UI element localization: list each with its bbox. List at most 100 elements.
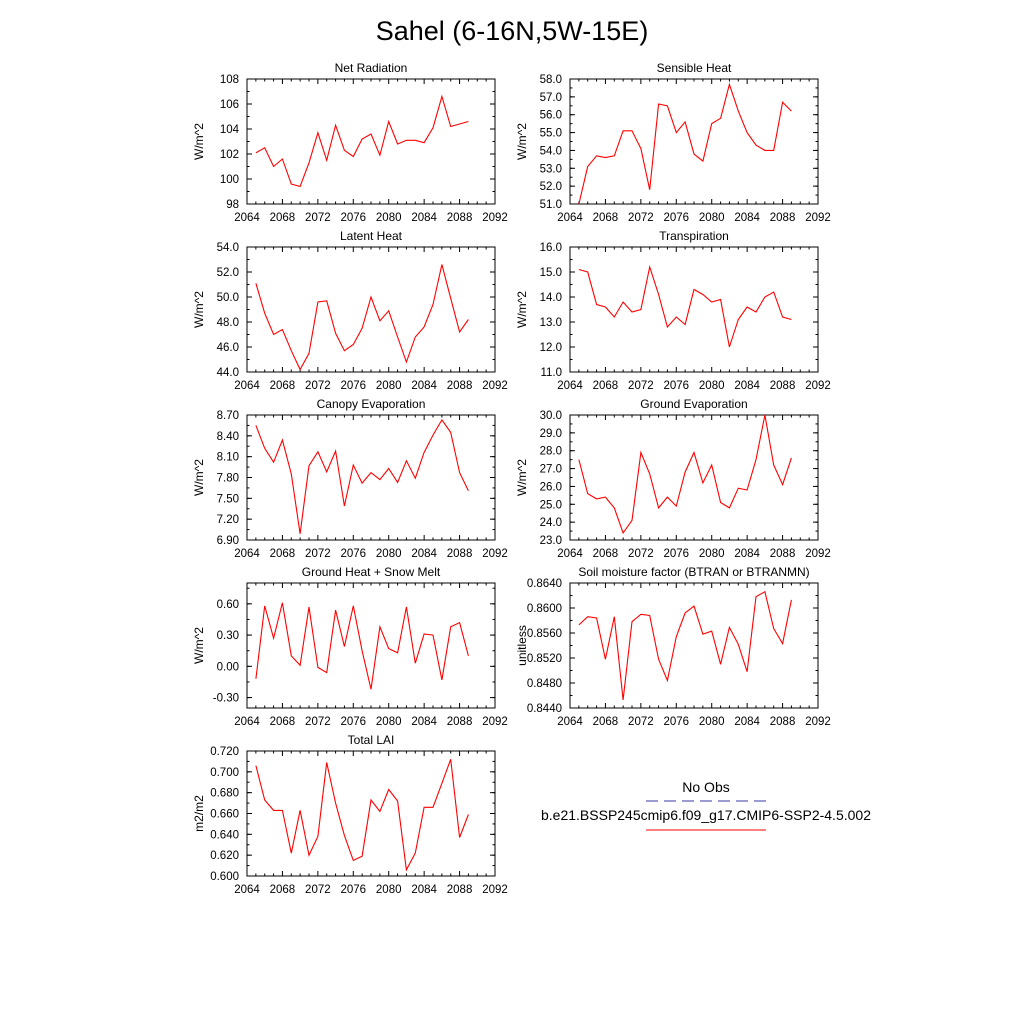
chart-panel: Transpiration W/m^2 2064 2068 2072 2076 2080 20… <box>515 229 831 392</box>
x-tick-label: 2092 <box>482 380 508 392</box>
x-tick-label: 2068 <box>270 716 296 728</box>
x-tick-label: 2076 <box>340 380 366 392</box>
y-tick-label: 0.620 <box>210 850 239 862</box>
plot-frame <box>246 78 496 205</box>
chart-panel: Net Radiation W/m^2 2064 2068 2072 2076 2080 20… <box>192 61 508 224</box>
x-tick-label: 2064 <box>234 716 260 728</box>
y-tick-label: 108 <box>220 74 239 86</box>
chart-title: Total LAI <box>348 733 395 747</box>
y-tick-label: -0.30 <box>213 693 239 705</box>
y-tick-label: 102 <box>220 149 239 161</box>
plot-frame <box>246 246 496 373</box>
x-tick-label: 2072 <box>305 380 331 392</box>
x-tick-label: 2072 <box>628 716 654 728</box>
y-tick-label: 14.0 <box>540 292 562 304</box>
x-tick-label: 2088 <box>447 548 473 560</box>
x-tick-label: 2092 <box>482 548 508 560</box>
x-tick-label: 2076 <box>340 212 366 224</box>
chart-panel: Sensible Heat W/m^2 2064 2068 2072 2076 2080 20… <box>515 61 831 224</box>
y-tick-label: 30.0 <box>540 410 562 422</box>
y-tick-label: 0.600 <box>210 871 239 883</box>
x-tick-label: 2084 <box>411 380 437 392</box>
x-tick-label: 2084 <box>734 380 760 392</box>
x-tick-label: 2084 <box>411 548 437 560</box>
y-axis-label: W/m^2 <box>515 291 529 328</box>
y-tick-label: 23.0 <box>540 535 562 547</box>
x-tick-label: 2072 <box>305 548 331 560</box>
x-tick-label: 2064 <box>557 548 583 560</box>
y-tick-label: 46.0 <box>217 342 239 354</box>
series-line <box>255 418 469 534</box>
chart-title: Latent Heat <box>340 229 403 243</box>
y-tick-label: 11.0 <box>540 367 562 379</box>
y-tick-label: 24.0 <box>540 517 562 529</box>
x-tick-label: 2080 <box>376 716 402 728</box>
chart-panels: Net Radiation W/m^2 2064 2068 2072 2076 2080 20… <box>192 61 831 896</box>
y-tick-label: 15.0 <box>540 267 562 279</box>
y-tick-label: 29.0 <box>540 428 562 440</box>
x-tick-label: 2072 <box>305 716 331 728</box>
x-tick-label: 2072 <box>305 884 331 896</box>
chart-panel: Canopy Evaporation W/m^2 2064 2068 2072 2076 2… <box>192 397 508 560</box>
x-tick-label: 2064 <box>557 380 583 392</box>
y-tick-label: 0.640 <box>210 829 239 841</box>
x-tick-label: 2084 <box>734 548 760 560</box>
y-tick-label: 54.0 <box>540 145 562 157</box>
y-tick-label: 55.0 <box>540 128 562 140</box>
x-tick-label: 2088 <box>447 380 473 392</box>
y-tick-label: 0.00 <box>217 661 239 673</box>
chart-title: Net Radiation <box>335 61 408 75</box>
x-tick-label: 2064 <box>557 212 583 224</box>
x-tick-label: 2092 <box>805 212 831 224</box>
y-tick-label: 0.660 <box>210 809 239 821</box>
x-tick-label: 2084 <box>411 212 437 224</box>
x-tick-label: 2076 <box>663 548 689 560</box>
x-tick-label: 2092 <box>482 716 508 728</box>
x-tick-label: 2080 <box>376 212 402 224</box>
x-tick-label: 2092 <box>805 548 831 560</box>
y-tick-label: 0.700 <box>210 767 239 779</box>
y-tick-label: 8.70 <box>217 410 239 422</box>
y-tick-label: 0.30 <box>217 630 239 642</box>
x-tick-label: 2088 <box>447 716 473 728</box>
y-tick-label: 0.8560 <box>527 628 562 640</box>
x-tick-label: 2080 <box>699 716 725 728</box>
y-tick-label: 25.0 <box>540 499 562 511</box>
y-tick-label: 26.0 <box>540 481 562 493</box>
x-tick-label: 2064 <box>234 884 260 896</box>
x-tick-label: 2068 <box>593 548 619 560</box>
y-axis-label: W/m^2 <box>192 459 206 496</box>
y-tick-label: 7.80 <box>217 473 239 485</box>
chart-panel: Ground Evaporation W/m^2 2064 2068 2072 2076 2… <box>515 397 831 560</box>
y-axis-label: W/m^2 <box>192 291 206 328</box>
y-tick-label: 0.8640 <box>527 578 562 590</box>
plot-frame <box>569 582 819 709</box>
x-tick-label: 2068 <box>270 884 296 896</box>
x-tick-label: 2080 <box>699 212 725 224</box>
y-tick-label: 56.0 <box>540 110 562 122</box>
chart-title: Sensible Heat <box>657 61 732 75</box>
legend-case-label: b.e21.BSSP245cmip6.f09_g17.CMIP6-SSP2-4.… <box>541 807 871 823</box>
y-tick-label: 54.0 <box>217 242 239 254</box>
x-tick-label: 2076 <box>340 884 366 896</box>
plot-frame <box>246 414 496 541</box>
plot-frame <box>246 750 496 877</box>
x-tick-label: 2076 <box>340 716 366 728</box>
chart-panel: Total LAI m2/m2 2064 2068 2072 2076 2080 2084 20… <box>192 733 508 896</box>
series-line <box>578 264 792 348</box>
y-axis-label: W/m^2 <box>192 627 206 664</box>
y-tick-label: 58.0 <box>540 74 562 86</box>
y-axis-label: m2/m2 <box>192 795 206 832</box>
x-tick-label: 2088 <box>770 548 796 560</box>
x-tick-label: 2072 <box>305 212 331 224</box>
series-line <box>255 94 469 188</box>
x-tick-label: 2080 <box>376 380 402 392</box>
chart-panel: Soil moisture factor (BTRAN or BTRANMN) u… <box>515 565 831 728</box>
y-tick-label: 51.0 <box>540 199 562 211</box>
y-tick-label: 52.0 <box>217 267 239 279</box>
x-tick-label: 2076 <box>663 716 689 728</box>
series-line <box>578 82 792 205</box>
x-tick-label: 2072 <box>628 380 654 392</box>
series-line <box>255 759 469 872</box>
